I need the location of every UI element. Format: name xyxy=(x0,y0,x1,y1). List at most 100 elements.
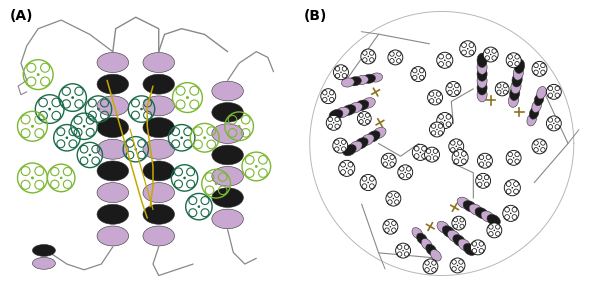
Circle shape xyxy=(512,215,517,220)
Circle shape xyxy=(388,50,403,65)
Circle shape xyxy=(503,84,507,88)
Circle shape xyxy=(381,153,396,168)
Ellipse shape xyxy=(448,230,460,242)
Circle shape xyxy=(489,225,493,229)
Ellipse shape xyxy=(212,166,243,186)
Circle shape xyxy=(428,90,442,105)
Ellipse shape xyxy=(143,161,174,181)
Ellipse shape xyxy=(97,96,128,116)
Circle shape xyxy=(461,159,466,164)
Circle shape xyxy=(454,224,458,228)
Circle shape xyxy=(505,207,509,212)
Circle shape xyxy=(436,129,438,130)
Circle shape xyxy=(326,115,341,130)
Circle shape xyxy=(414,154,419,158)
Circle shape xyxy=(459,267,463,271)
Circle shape xyxy=(363,118,365,119)
Circle shape xyxy=(368,182,369,183)
Ellipse shape xyxy=(97,53,128,73)
Circle shape xyxy=(539,68,540,70)
Circle shape xyxy=(512,207,517,212)
Circle shape xyxy=(323,90,327,95)
Circle shape xyxy=(37,73,39,76)
Circle shape xyxy=(383,219,398,234)
Circle shape xyxy=(390,59,394,63)
Ellipse shape xyxy=(437,221,450,233)
Circle shape xyxy=(411,67,426,82)
Circle shape xyxy=(431,154,433,155)
Circle shape xyxy=(504,180,520,196)
Circle shape xyxy=(392,228,396,232)
Circle shape xyxy=(506,189,511,194)
Circle shape xyxy=(422,146,426,151)
Circle shape xyxy=(495,225,500,229)
Circle shape xyxy=(395,193,399,197)
Circle shape xyxy=(360,174,376,191)
Circle shape xyxy=(454,152,459,156)
Circle shape xyxy=(459,41,476,57)
Circle shape xyxy=(396,243,411,258)
Circle shape xyxy=(515,159,519,164)
Circle shape xyxy=(419,75,424,80)
Circle shape xyxy=(333,65,349,80)
Circle shape xyxy=(514,182,518,187)
Ellipse shape xyxy=(212,209,243,229)
Text: (B): (B) xyxy=(304,9,327,23)
Circle shape xyxy=(438,124,443,128)
Circle shape xyxy=(328,117,333,122)
Circle shape xyxy=(329,97,334,102)
Circle shape xyxy=(513,59,514,61)
Circle shape xyxy=(495,232,500,236)
Ellipse shape xyxy=(363,74,375,83)
Circle shape xyxy=(399,174,404,178)
Circle shape xyxy=(439,122,444,127)
Circle shape xyxy=(348,170,353,174)
Circle shape xyxy=(335,73,340,78)
Ellipse shape xyxy=(355,138,368,149)
Circle shape xyxy=(503,205,519,221)
Circle shape xyxy=(342,140,346,144)
Circle shape xyxy=(510,213,512,214)
Circle shape xyxy=(398,245,402,249)
Circle shape xyxy=(460,224,464,228)
Ellipse shape xyxy=(373,127,386,139)
Circle shape xyxy=(450,258,465,273)
Circle shape xyxy=(547,116,561,131)
Ellipse shape xyxy=(532,100,541,113)
Circle shape xyxy=(342,73,347,78)
Circle shape xyxy=(405,172,406,173)
Ellipse shape xyxy=(356,75,368,85)
Ellipse shape xyxy=(349,141,362,152)
Circle shape xyxy=(432,267,436,272)
Circle shape xyxy=(478,175,482,180)
Ellipse shape xyxy=(458,239,471,251)
Circle shape xyxy=(333,138,348,153)
Circle shape xyxy=(395,57,396,58)
Circle shape xyxy=(335,124,339,129)
Circle shape xyxy=(515,61,519,66)
Ellipse shape xyxy=(421,238,432,250)
Circle shape xyxy=(439,54,444,59)
Circle shape xyxy=(532,61,547,76)
Circle shape xyxy=(478,153,492,168)
Circle shape xyxy=(454,159,459,164)
Circle shape xyxy=(506,182,511,187)
Circle shape xyxy=(328,124,333,129)
Ellipse shape xyxy=(212,124,243,144)
Circle shape xyxy=(547,84,561,99)
Ellipse shape xyxy=(475,208,488,219)
Circle shape xyxy=(541,141,545,145)
Circle shape xyxy=(388,200,392,204)
Circle shape xyxy=(451,141,455,145)
Circle shape xyxy=(97,108,100,110)
Circle shape xyxy=(425,147,439,162)
Circle shape xyxy=(340,162,346,167)
Circle shape xyxy=(31,125,34,128)
Circle shape xyxy=(515,152,519,157)
Circle shape xyxy=(412,144,428,160)
Circle shape xyxy=(492,49,497,53)
Circle shape xyxy=(541,63,545,68)
Circle shape xyxy=(541,70,545,75)
Circle shape xyxy=(508,152,512,157)
Circle shape xyxy=(388,193,392,197)
